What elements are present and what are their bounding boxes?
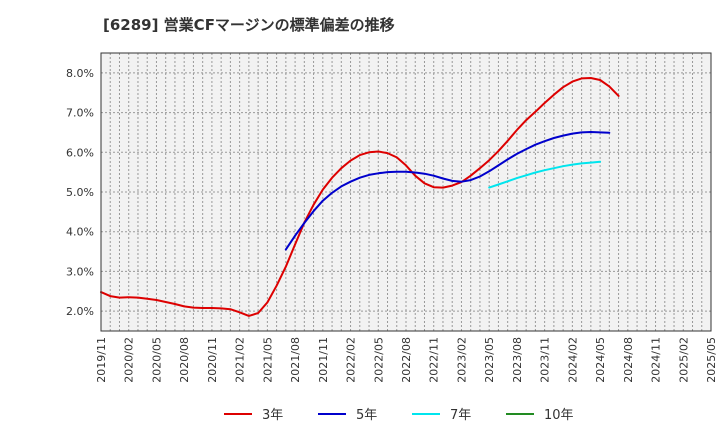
x-tick-label: 2025/05 <box>705 337 718 383</box>
chart-title: [6289] 営業CFマージンの標準偏差の推移 <box>103 16 395 34</box>
plot-frame <box>100 52 712 332</box>
x-tick-label: 2023/05 <box>483 337 496 383</box>
legend-label: 7年 <box>450 408 471 423</box>
y-tick-label: 5.0% <box>66 186 94 199</box>
x-tick-label: 2025/02 <box>677 337 690 383</box>
y-tick-label: 8.0% <box>66 67 94 80</box>
grid <box>101 53 711 331</box>
x-tick-label: 2020/02 <box>123 337 136 383</box>
x-tick-label: 2023/08 <box>511 337 524 383</box>
y-tick-label: 3.0% <box>66 265 94 278</box>
y-tick-label: 4.0% <box>66 226 94 239</box>
series-line <box>488 160 602 189</box>
x-tick-label: 2024/11 <box>650 337 663 383</box>
axes: 2.0% 3.0% 4.0% 5.0% 6.0% 7.0% 8.0% 2019/11 2020/… <box>66 52 718 383</box>
x-tick-label: 2020/08 <box>178 337 191 383</box>
x-tick-label: 2022/08 <box>400 337 413 383</box>
y-tick-label: 7.0% <box>66 107 94 120</box>
x-tick-label: 2021/02 <box>234 337 247 383</box>
x-tick-label: 2021/05 <box>261 337 274 383</box>
x-tick-label: 2023/02 <box>455 337 468 383</box>
legend-label: 5年 <box>356 408 377 423</box>
legend: 3年 5年 7年 10年 <box>224 408 574 423</box>
x-tick-label: 2021/08 <box>289 337 302 383</box>
y-tick-label: 2.0% <box>66 305 94 318</box>
x-tick-label: 2020/05 <box>150 337 163 383</box>
x-tick-label: 2024/05 <box>594 337 607 383</box>
x-tick-label: 2022/02 <box>345 337 358 383</box>
x-tick-label: 2024/08 <box>622 337 635 383</box>
x-tick-label: 2024/02 <box>566 337 579 383</box>
legend-label: 10年 <box>544 408 574 423</box>
legend-label: 3年 <box>262 408 283 423</box>
series-line <box>284 131 611 251</box>
x-tick-label: 2022/05 <box>372 337 385 383</box>
x-tick-label: 2020/11 <box>206 337 219 383</box>
y-tick-label: 6.0% <box>66 146 94 159</box>
x-tick-label: 2022/11 <box>428 337 441 383</box>
series-lines <box>100 77 620 317</box>
x-tick-label: 2021/11 <box>317 337 330 383</box>
series-line <box>100 77 620 317</box>
x-tick-label: 2023/11 <box>539 337 552 383</box>
x-tick-label: 2019/11 <box>95 337 108 383</box>
